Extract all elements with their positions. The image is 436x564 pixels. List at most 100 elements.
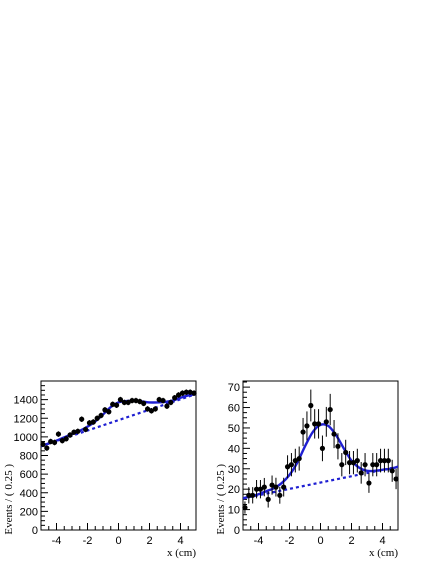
left-data-point	[90, 419, 96, 425]
right-data-point	[385, 458, 391, 464]
right-y-tick-label: 40	[228, 443, 240, 455]
right-data-point	[288, 462, 295, 468]
left-data-point	[187, 389, 193, 395]
right-plot-frame	[242, 380, 399, 531]
left-data-point	[175, 392, 182, 398]
right-data-point	[273, 484, 279, 490]
right-data-point	[362, 462, 368, 468]
right-data-point	[358, 470, 364, 476]
right-data-point	[277, 492, 283, 498]
right-data-point	[354, 458, 360, 464]
right-y-tick-label: 30	[228, 464, 240, 476]
right-data-point	[284, 464, 291, 470]
left-data-point	[183, 389, 189, 395]
right-data-point	[389, 468, 395, 474]
left-data-point	[48, 438, 54, 445]
left-data-point	[59, 438, 65, 444]
right-y-axis-title: Events / ( 0.25 )	[215, 464, 227, 535]
left-data-point	[110, 401, 116, 407]
left-data-point	[156, 397, 162, 403]
left-data-point	[94, 415, 100, 421]
left-data-point	[82, 426, 89, 433]
left-data-point	[67, 432, 73, 438]
left-x-tick-label: 0	[115, 535, 121, 547]
right-data-point	[377, 458, 384, 464]
left-y-tick-label: 0	[32, 525, 38, 537]
right-x-tick-label: -2	[285, 535, 295, 547]
right-x-axis-title: x (cm)	[369, 547, 398, 559]
right-x-tick-label: 4	[379, 535, 385, 547]
right-data-point	[253, 486, 260, 492]
left-y-tick-label: 1400	[14, 395, 38, 407]
right-data-point	[269, 482, 275, 488]
right-data-point	[308, 402, 314, 409]
left-data-point	[121, 399, 127, 406]
right-data-point	[335, 443, 341, 449]
left-data-point	[152, 406, 158, 412]
left-data-point	[172, 395, 178, 401]
left-data-point	[106, 409, 112, 415]
left-y-tick-label: 400	[20, 488, 38, 500]
right-y-tick-label: 50	[228, 423, 240, 435]
left-data-point	[129, 397, 135, 404]
right-data-point	[370, 462, 376, 468]
left-y-tick-label: 1000	[14, 432, 38, 444]
left-data-point	[117, 397, 124, 403]
left-y-tick-label: 600	[20, 469, 38, 481]
left-data-point	[40, 441, 46, 447]
right-data-point	[374, 462, 380, 468]
left-data-point	[125, 399, 131, 406]
left-x-tick-label: 4	[177, 535, 183, 547]
left-data-point	[144, 406, 151, 412]
right-y-tick-label: 0	[234, 525, 240, 537]
left-y-tick-label: 1200	[14, 413, 38, 425]
left-data-point	[55, 431, 62, 437]
left-data-point	[168, 399, 174, 406]
right-data-point	[300, 429, 306, 435]
left-data-point	[148, 408, 155, 414]
left-data-point	[86, 420, 93, 426]
right-data-point	[331, 431, 337, 437]
right-data-point	[261, 484, 267, 490]
right-fit-panel: Events / ( 0.25 ) x (cm) -4 -2 0 2 40 10 20 30 4…	[215, 380, 399, 559]
right-data-point	[315, 421, 322, 427]
right-data-point	[250, 492, 256, 498]
left-x-axis-title: x (cm)	[167, 547, 196, 559]
right-data-point	[393, 476, 399, 482]
left-data-point	[79, 416, 85, 422]
left-data-point	[98, 412, 104, 419]
left-y-tick-label: 800	[20, 451, 38, 463]
left-data-point	[164, 403, 170, 409]
right-data-point	[381, 458, 388, 464]
left-data-point	[191, 390, 197, 396]
right-data-point	[346, 460, 353, 466]
left-data-point	[160, 397, 166, 404]
left-data-point	[179, 390, 186, 396]
right-data-point	[281, 484, 287, 490]
left-y-tick-label: 200	[20, 506, 38, 518]
right-data-point	[323, 419, 329, 425]
right-y-tick-label: 20	[228, 484, 240, 496]
left-data-point	[137, 398, 143, 405]
right-x-tick-label: -4	[254, 535, 264, 547]
right-data-point	[343, 449, 349, 456]
right-y-tick-label: 70	[228, 382, 240, 394]
right-data-point	[257, 486, 264, 492]
right-data-point	[312, 421, 318, 427]
right-data-point	[350, 460, 357, 466]
right-data-point	[366, 480, 372, 486]
right-data-point	[319, 445, 326, 451]
left-x-tick-label: -2	[83, 535, 93, 547]
left-data-point	[113, 402, 120, 408]
left-data-point	[44, 445, 50, 451]
left-x-tick-label: 2	[146, 535, 152, 547]
left-data-point	[51, 439, 58, 446]
right-data-point	[265, 496, 271, 502]
left-data-point	[102, 407, 108, 413]
right-x-tick-label: 2	[348, 535, 354, 547]
right-data-point	[292, 458, 298, 464]
right-y-tick-label: 10	[228, 505, 240, 517]
right-data-point	[304, 423, 310, 429]
left-fit-panel: Events / ( 0.25 ) x (cm) -4 -2 0 2 4 0 200 400 6…	[3, 380, 197, 559]
